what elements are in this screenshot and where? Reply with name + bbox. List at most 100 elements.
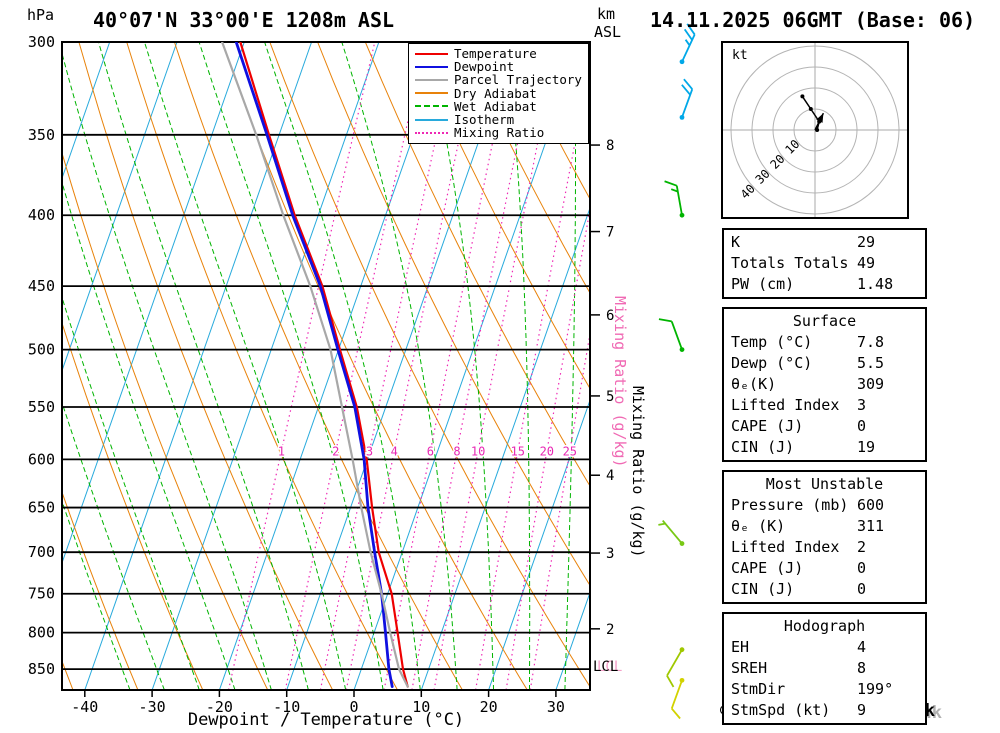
stat-value: 4 xyxy=(857,638,867,656)
legend-label: Dewpoint xyxy=(454,59,515,75)
wind-barb xyxy=(679,23,696,65)
stat-value: 309 xyxy=(857,375,885,393)
stat-value: 7.8 xyxy=(857,333,885,351)
isotherm-line xyxy=(62,42,111,180)
stat-row: θₑ(K) 309 xyxy=(724,374,925,395)
mixing-ratio-line xyxy=(433,42,559,690)
wind-barb xyxy=(658,318,685,352)
chart-border xyxy=(61,41,591,691)
stat-row: Temp (°C) 7.8 xyxy=(724,332,925,353)
mixing-ratio-value-labels: 1 2 3 4 6 8 10 15 20 25 xyxy=(276,443,578,460)
stats-panel-title: Surface xyxy=(792,312,857,330)
altitude-tick-label: 3 xyxy=(606,546,614,562)
dry-adiabat-line xyxy=(126,42,398,690)
wet-adiabat-line xyxy=(144,42,347,690)
isotherm-line xyxy=(62,42,178,373)
wet-adiabat-line xyxy=(505,42,531,690)
stat-value: 0 xyxy=(857,417,867,435)
hodograph-ring xyxy=(730,45,900,215)
stat-value: 600 xyxy=(857,496,885,514)
legend-label: Dry Adiabat xyxy=(454,85,537,101)
isotherm-line xyxy=(420,206,590,690)
wet-adiabat-line xyxy=(564,42,576,690)
wind-barb-shaft xyxy=(662,519,683,545)
legend-label: Wet Adiabat xyxy=(454,98,537,114)
legend-item: Isotherm xyxy=(415,112,584,127)
pressure-tick-label: 300 xyxy=(28,33,55,51)
mixing-ratio-value-label: 25 xyxy=(563,444,577,458)
temperature-ticks xyxy=(84,690,557,697)
wet-adiabat-line xyxy=(341,42,458,690)
stat-row: CAPE (J) 0 xyxy=(724,416,925,437)
pressure-tick-label: 500 xyxy=(28,341,55,359)
temperature-tick-label: -40 xyxy=(71,698,98,716)
stats-panel: Surface Temp (°C) 7.8 Dewp (°C) 5.5 θₑ(K) 309 L… xyxy=(722,307,927,462)
hodograph-ring xyxy=(793,108,837,152)
wind-barb-shaft xyxy=(681,88,694,118)
dewpoint-curve xyxy=(234,42,394,688)
stat-value: 5.5 xyxy=(857,354,885,372)
altitude-tick-label: 2 xyxy=(606,622,614,638)
legend-line-sample xyxy=(415,52,448,55)
stats-panel-title: Most Unstable xyxy=(765,475,884,493)
altitude-ticks xyxy=(590,144,600,630)
mixing-ratio-value-label: 8 xyxy=(453,444,460,458)
stat-label: Lifted Index xyxy=(731,396,840,414)
stat-value: 0 xyxy=(857,580,867,598)
mixing-ratio-line xyxy=(383,42,515,690)
wind-barb-half xyxy=(670,188,679,193)
mixing-ratio-value-label: 1 xyxy=(278,444,285,458)
dry-adiabat-line xyxy=(269,42,590,688)
legend-line-sample xyxy=(415,118,448,121)
temperature-tick-label: 30 xyxy=(547,698,565,716)
sounding-curves xyxy=(221,42,409,688)
isotherm-line xyxy=(62,42,245,565)
wet-adiabat-line xyxy=(264,42,421,690)
pressure-tick-label: 450 xyxy=(28,277,55,295)
legend-item: Temperature xyxy=(415,46,584,62)
legend-line-sample xyxy=(415,131,448,134)
legend-line-sample xyxy=(415,78,448,81)
legend-item: Dewpoint xyxy=(415,59,584,75)
storm-motion-arrowhead xyxy=(816,113,824,123)
stats-panel: Hodograph EH 4 SREH 8 StmDir 199° StmSpd (kt) 9 xyxy=(722,612,927,725)
stat-value: 199° xyxy=(857,680,894,698)
stat-label: CAPE (J) xyxy=(731,417,804,435)
temperature-tick-label: -10 xyxy=(273,698,300,716)
lcl-label-ghost: LCL xyxy=(597,659,623,675)
wind-barb-full xyxy=(681,84,691,96)
hodograph-ring xyxy=(751,66,879,194)
hodograph-trace-point xyxy=(808,107,813,111)
wind-barb xyxy=(664,180,685,218)
mixing-ratio-line xyxy=(505,206,590,690)
wind-barb-shaft xyxy=(670,680,683,709)
temperature-tick-labels: -40 -30 -20 -10 0 10 20 30 xyxy=(71,698,565,716)
stat-row: StmDir 199° xyxy=(724,679,925,700)
wet-adiabat-line xyxy=(62,295,200,690)
temperature-curve xyxy=(239,42,409,688)
dry-adiabat-line xyxy=(317,42,590,587)
legend-label: Temperature xyxy=(454,46,537,62)
isotherm-line xyxy=(84,42,313,690)
altitude-tick-label: 5 xyxy=(606,389,614,405)
pressure-tick-label: 800 xyxy=(28,624,55,642)
stat-label: Temp (°C) xyxy=(731,333,813,351)
stat-label: StmSpd (kt) xyxy=(731,701,831,719)
mixing-ratio-line xyxy=(284,42,427,690)
stat-value: 1.48 xyxy=(857,275,894,293)
x-axis-title: Dewpoint / Temperature (°C) xyxy=(187,710,465,730)
dry-adiabat-line xyxy=(62,151,269,690)
mixing-ratio-lines xyxy=(227,42,590,690)
stat-value: 311 xyxy=(857,517,885,535)
stat-value: 29 xyxy=(857,233,876,251)
altitude-unit-km: km xyxy=(597,5,616,23)
dry-adiabat-line xyxy=(78,42,334,690)
isotherm-line xyxy=(286,42,514,690)
stat-row: Totals Totals 49 xyxy=(724,253,925,274)
stat-label: CIN (J) xyxy=(731,580,795,598)
legend: Temperature Dewpoint Parcel Trajectory Dry … xyxy=(408,43,589,145)
stats-panel: K 29 Totals Totals 49 PW (cm) 1.48 xyxy=(722,228,927,299)
